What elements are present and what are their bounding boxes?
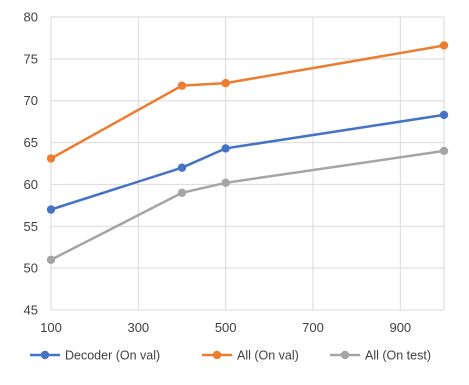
legend: Decoder (On val) All (On val) All (On test… <box>30 349 431 363</box>
series-group <box>46 41 449 264</box>
x-axis-ticks: 100 300 500 700 900 <box>40 320 411 335</box>
series-line-2 <box>50 44 445 160</box>
data-point-1-1 <box>46 205 56 214</box>
gridlines <box>50 16 445 311</box>
x-tick-label-500: 500 <box>215 320 237 335</box>
data-point-3-2 <box>177 188 187 197</box>
data-point-2-2 <box>177 81 187 90</box>
y-tick-label-50: 50 <box>24 261 38 276</box>
series-line-1 <box>50 113 445 211</box>
y-tick-label-45: 45 <box>24 303 38 318</box>
legend-marker-3 <box>340 350 350 360</box>
series-2 <box>46 41 449 163</box>
legend-item-2: All (On val) <box>202 349 299 363</box>
data-point-2-4 <box>439 41 449 50</box>
x-tick-label-900: 900 <box>389 320 411 335</box>
data-point-1-3 <box>221 144 230 153</box>
legend-item-1: Decoder (On val) <box>30 349 160 363</box>
y-tick-label-55: 55 <box>24 219 38 234</box>
legend-label-2: All (On val) <box>237 349 299 363</box>
x-tick-label-300: 300 <box>127 320 149 335</box>
series-1 <box>46 110 449 214</box>
data-point-1-2 <box>177 163 187 172</box>
data-point-1-4 <box>439 110 449 120</box>
y-tick-label-70: 70 <box>24 93 38 108</box>
series-line-3 <box>50 149 445 261</box>
y-tick-label-60: 60 <box>24 177 38 192</box>
series-3 <box>46 146 449 264</box>
legend-item-3: All (On test) <box>330 349 431 363</box>
x-tick-label-100: 100 <box>40 320 62 335</box>
data-point-2-1 <box>46 154 56 163</box>
data-point-3-3 <box>221 178 230 187</box>
y-tick-label-80: 80 <box>24 10 38 25</box>
data-point-2-3 <box>221 78 230 88</box>
legend-label-3: All (On test) <box>365 349 431 363</box>
data-point-3-4 <box>439 146 449 156</box>
y-tick-label-65: 65 <box>24 135 38 150</box>
legend-marker-2 <box>212 350 222 360</box>
y-tick-label-75: 75 <box>24 51 38 66</box>
legend-label-1: Decoder (On val) <box>65 349 160 363</box>
data-point-3-1 <box>46 255 56 264</box>
x-tick-label-700: 700 <box>302 320 324 335</box>
y-axis-ticks: 45 50 55 60 65 70 75 80 <box>24 10 38 318</box>
legend-marker-1 <box>40 350 50 360</box>
